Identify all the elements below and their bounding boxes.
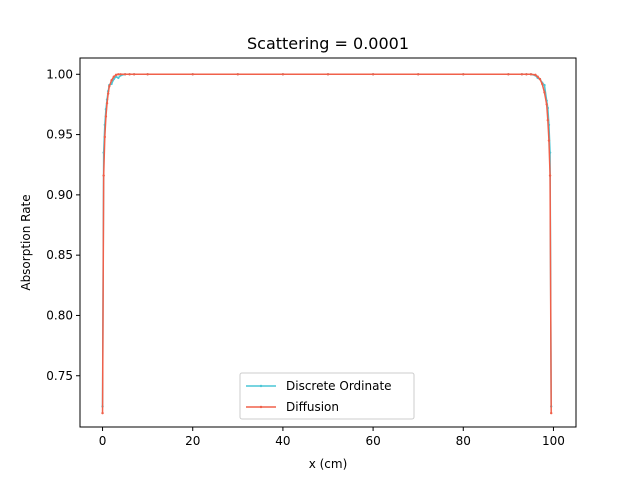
data-point-diffusion [110, 79, 113, 82]
data-point-diffusion [462, 73, 465, 76]
data-point-diffusion [106, 92, 110, 95]
data-point-diffusion [529, 73, 533, 76]
data-point-diffusion [112, 75, 116, 78]
data-point-diffusion [108, 85, 111, 88]
chart-title: Scattering = 0.0001 [247, 34, 409, 53]
data-point-diffusion [536, 75, 539, 78]
legend-marker-discrete-ordinate [259, 384, 263, 388]
legend-label-discrete-ordinate: Discrete Ordinate [286, 379, 392, 393]
data-point-diffusion [114, 73, 118, 77]
plot-area-frame [79, 57, 577, 428]
data-point-diffusion [146, 73, 149, 76]
x-tick-label: 60 [365, 434, 380, 448]
data-point-diffusion [547, 139, 551, 142]
data-point-diffusion [416, 73, 420, 76]
y-tick-label: 0.90 [46, 188, 73, 202]
data-point-diffusion [371, 73, 375, 76]
x-axis-ticks: 0 20 40 60 80 100 [99, 427, 565, 448]
data-point-diffusion [546, 118, 550, 122]
data-point-diffusion [236, 73, 240, 76]
y-tick-label: 0.80 [46, 308, 73, 322]
data-point-diffusion [540, 82, 544, 86]
data-point-diffusion [102, 174, 105, 177]
data-point-diffusion [538, 77, 542, 81]
data-point-diffusion [525, 73, 528, 76]
x-tick-label: 80 [456, 434, 471, 448]
data-point-diffusion [101, 411, 104, 415]
data-point-discrete-ordinate [543, 83, 546, 87]
y-tick-label: 1.00 [46, 67, 73, 81]
data-point-diffusion [326, 73, 330, 76]
data-point-diffusion [103, 135, 107, 139]
x-axis-label: x (cm) [309, 457, 348, 471]
data-point-diffusion [545, 103, 548, 106]
y-tick-label: 0.95 [46, 128, 73, 142]
data-point-diffusion [520, 73, 524, 76]
x-tick-label: 20 [185, 434, 200, 448]
data-point-diffusion [534, 73, 537, 77]
plot-lines [101, 73, 553, 415]
data-point-diffusion [117, 73, 120, 76]
data-point-diffusion [191, 73, 194, 76]
x-tick-label: 0 [99, 434, 107, 448]
legend-label-diffusion: Diffusion [286, 400, 339, 414]
data-point-diffusion [123, 73, 127, 76]
x-tick-label: 40 [275, 434, 290, 448]
data-point-diffusion [550, 411, 553, 415]
data-point-diffusion [281, 73, 285, 76]
data-point-diffusion [105, 102, 109, 105]
data-point-discrete-ordinate [117, 76, 120, 80]
data-point-diffusion [507, 73, 510, 76]
x-tick-label: 100 [542, 434, 565, 448]
legend-marker-diffusion [259, 405, 263, 409]
y-axis-ticks: 0.75 0.80 0.85 0.90 0.95 1.00 [46, 67, 80, 383]
data-point-diffusion [543, 91, 546, 94]
legend: Discrete Ordinate Diffusion [239, 372, 415, 420]
data-point-diffusion [104, 115, 108, 118]
data-point-diffusion [548, 174, 552, 177]
y-tick-label: 0.75 [46, 369, 73, 383]
data-point-diffusion [119, 73, 122, 76]
data-point-diffusion [132, 73, 136, 76]
y-axis-label: Absorption Rate [19, 194, 33, 290]
legend-box [239, 372, 415, 420]
y-tick-label: 0.85 [46, 248, 73, 262]
data-point-diffusion [128, 73, 131, 76]
